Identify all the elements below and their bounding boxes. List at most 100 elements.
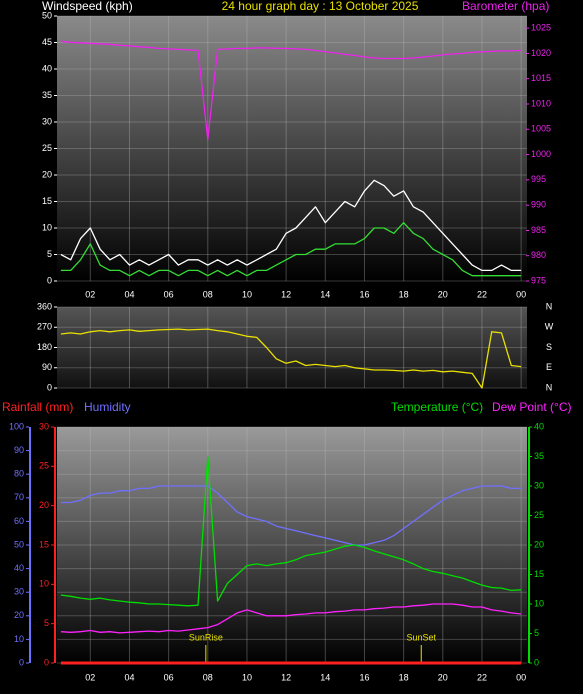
series-line bbox=[60, 603, 522, 634]
plot-area bbox=[57, 16, 527, 281]
y-tick-label: 5 bbox=[47, 249, 52, 259]
series-line bbox=[60, 485, 522, 546]
legend-label: Dew Point (°C) bbox=[492, 400, 571, 414]
y-tick-label: 270 bbox=[37, 322, 52, 332]
x-tick-label: 08 bbox=[203, 672, 213, 682]
x-tick-label: 16 bbox=[359, 289, 369, 299]
y-tick-label: 0 bbox=[19, 657, 24, 667]
x-tick-label: 18 bbox=[399, 672, 409, 682]
plot-area bbox=[57, 307, 527, 388]
y-tick-label: 995 bbox=[531, 174, 546, 184]
x-tick-label: 12 bbox=[281, 289, 291, 299]
y-tick-label: 90 bbox=[14, 445, 24, 455]
x-tick-label: 20 bbox=[438, 289, 448, 299]
y-tick-label: 15 bbox=[39, 539, 49, 549]
y-tick-label: 35 bbox=[534, 451, 544, 461]
y-tick-label: 1015 bbox=[531, 73, 551, 83]
y-tick-label: 1010 bbox=[531, 98, 551, 108]
series-line bbox=[60, 222, 522, 277]
x-tick-label: 06 bbox=[164, 289, 174, 299]
y-tick-label: 50 bbox=[42, 10, 52, 20]
y-tick-label: 0 bbox=[47, 382, 52, 392]
x-tick-label: 20 bbox=[438, 672, 448, 682]
x-tick-label: 10 bbox=[242, 672, 252, 682]
y-tick-label: 20 bbox=[39, 500, 49, 510]
legend-label: Rainfall (mm) bbox=[2, 400, 73, 414]
x-tick-label: 14 bbox=[320, 289, 330, 299]
y-tick-label: 100 bbox=[9, 421, 24, 431]
y-tick-label: 30 bbox=[42, 116, 52, 126]
x-tick-label: 12 bbox=[281, 672, 291, 682]
series-line bbox=[60, 179, 522, 272]
y-tick-label: 1025 bbox=[531, 23, 551, 33]
y-tick-label: 25 bbox=[39, 461, 49, 471]
y-tick-label: 0 bbox=[534, 657, 539, 667]
y-tick-label: 30 bbox=[39, 421, 49, 431]
compass-label: N bbox=[546, 301, 553, 311]
y-tick-label: 50 bbox=[14, 539, 24, 549]
y-tick-label: 30 bbox=[14, 587, 24, 597]
x-tick-label: 16 bbox=[359, 672, 369, 682]
y-tick-label: 20 bbox=[42, 169, 52, 179]
y-tick-label: 1005 bbox=[531, 124, 551, 134]
y-tick-label: 10 bbox=[14, 634, 24, 644]
compass-label: S bbox=[546, 342, 552, 352]
x-tick-label: 02 bbox=[85, 672, 95, 682]
y-tick-label: 25 bbox=[42, 143, 52, 153]
legend-label: Humidity bbox=[84, 400, 131, 414]
y-tick-label: 45 bbox=[42, 37, 52, 47]
x-tick-label: 18 bbox=[399, 289, 409, 299]
x-tick-label: 00 bbox=[516, 672, 526, 682]
y-tick-label: 20 bbox=[534, 539, 544, 549]
y-tick-label: 15 bbox=[534, 569, 544, 579]
x-tick-label: 08 bbox=[203, 289, 213, 299]
x-tick-label: 10 bbox=[242, 289, 252, 299]
marker-label: SunRise bbox=[189, 632, 223, 642]
y-tick-label: 10 bbox=[534, 598, 544, 608]
y-tick-label: 5 bbox=[44, 618, 49, 628]
series-line bbox=[60, 455, 522, 607]
y-tick-label: 0 bbox=[47, 275, 52, 285]
x-tick-label: 22 bbox=[477, 672, 487, 682]
x-tick-label: 00 bbox=[516, 289, 526, 299]
x-tick-label: 06 bbox=[164, 672, 174, 682]
y-tick-label: 90 bbox=[42, 362, 52, 372]
y-tick-label: 35 bbox=[42, 90, 52, 100]
y-tick-label: 10 bbox=[39, 579, 49, 589]
x-tick-label: 02 bbox=[85, 289, 95, 299]
y2-axis-title: Barometer (hpa) bbox=[462, 0, 549, 13]
y-tick-label: 60 bbox=[14, 516, 24, 526]
y-tick-label: 40 bbox=[534, 421, 544, 431]
y-tick-label: 20 bbox=[14, 610, 24, 620]
y-tick-label: 985 bbox=[531, 225, 546, 235]
x-tick-label: 04 bbox=[124, 672, 134, 682]
y-tick-label: 0 bbox=[44, 657, 49, 667]
plot-area bbox=[57, 427, 527, 663]
series-line bbox=[60, 40, 522, 141]
y-tick-label: 360 bbox=[37, 301, 52, 311]
y-tick-label: 15 bbox=[42, 196, 52, 206]
y-tick-label: 40 bbox=[14, 563, 24, 573]
y-tick-label: 40 bbox=[42, 63, 52, 73]
marker-label: SunSet bbox=[406, 632, 436, 642]
y-tick-label: 1000 bbox=[531, 149, 551, 159]
y-tick-label: 10 bbox=[42, 222, 52, 232]
y-axis-title: Windspeed (kph) bbox=[42, 0, 133, 13]
compass-label: N bbox=[546, 382, 553, 392]
y-tick-label: 975 bbox=[531, 275, 546, 285]
y-tick-label: 5 bbox=[534, 628, 539, 638]
compass-label: E bbox=[546, 362, 552, 372]
x-tick-label: 04 bbox=[124, 289, 134, 299]
y-tick-label: 25 bbox=[534, 510, 544, 520]
y-tick-label: 1020 bbox=[531, 48, 551, 58]
y-tick-label: 980 bbox=[531, 250, 546, 260]
y-tick-label: 30 bbox=[534, 480, 544, 490]
chart-title: 24 hour graph day : 13 October 2025 bbox=[222, 0, 419, 13]
y-tick-label: 80 bbox=[14, 469, 24, 479]
series-line bbox=[60, 328, 522, 389]
x-tick-label: 22 bbox=[477, 289, 487, 299]
y-tick-label: 180 bbox=[37, 342, 52, 352]
legend-label: Temperature (°C) bbox=[391, 400, 483, 414]
